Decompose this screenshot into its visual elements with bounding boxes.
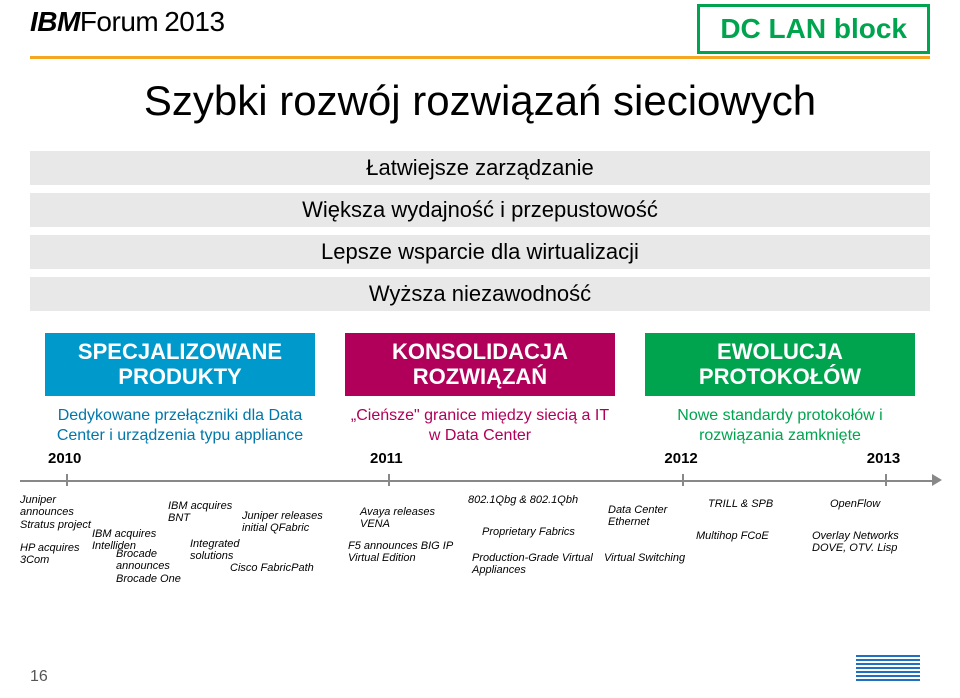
column-head: EWOLUCJA PROTOKOŁÓW — [645, 333, 915, 396]
timeline-event: Proprietary Fabrics — [482, 526, 602, 539]
timeline-tick — [388, 474, 390, 486]
arrowhead-icon — [932, 474, 942, 486]
page-title: Szybki rozwój rozwiązań sieciowych — [0, 77, 960, 125]
ibm-forum-logo: IBMForum2013 — [30, 6, 225, 38]
page-number: 16 — [30, 668, 48, 686]
column-products: SPECJALIZOWANE PRODUKTY Dedykowane przeł… — [45, 333, 315, 446]
ibm-footer-logo — [856, 655, 920, 686]
column-body: Dedykowane przełączniki dla Data Center … — [45, 406, 315, 446]
timeline-event: Multihop FCoE — [696, 530, 796, 543]
timeline-event: 802.1Qbg & 802.1Qbh — [468, 494, 608, 507]
benefit-bars: Łatwiejsze zarządzanie Większa wydajność… — [30, 151, 930, 311]
timeline-tick — [66, 474, 68, 486]
benefit-bar: Wyższa niezawodność — [30, 277, 930, 311]
timeline-event: OpenFlow — [830, 498, 920, 511]
column-head: KONSOLIDACJA ROZWIĄZAŃ — [345, 333, 615, 396]
logo-ibm: IBM — [30, 6, 80, 38]
three-columns: SPECJALIZOWANE PRODUKTY Dedykowane przeł… — [30, 333, 930, 446]
timeline-axis: 2010201120122013 — [20, 470, 940, 490]
column-body: „Cieńsze" granice między siecią a IT w D… — [345, 406, 615, 446]
ibm-logo-icon — [856, 655, 920, 681]
timeline-tick — [682, 474, 684, 486]
timeline-year-label: 2012 — [664, 450, 697, 467]
timeline-event: HP acquires 3Com — [20, 542, 100, 567]
timeline-event: Data Center Ethernet — [608, 504, 698, 529]
benefit-bar: Łatwiejsze zarządzanie — [30, 151, 930, 185]
timeline-event: IBM acquires BNT — [168, 500, 248, 525]
timeline-event: TRILL & SPB — [708, 498, 808, 511]
timeline-year-label: 2013 — [867, 450, 900, 467]
timeline-year-label: 2011 — [370, 450, 403, 467]
column-evolution: EWOLUCJA PROTOKOŁÓW Nowe standardy proto… — [645, 333, 915, 446]
timeline-event: Integrated solutions — [190, 538, 260, 563]
timeline-event: Cisco FabricPath — [230, 562, 340, 575]
column-consolidation: KONSOLIDACJA ROZWIĄZAŃ „Cieńsze" granice… — [345, 333, 615, 446]
timeline: 2010201120122013 Juniper announces Strat… — [20, 470, 940, 600]
timeline-year-label: 2010 — [48, 450, 81, 467]
column-body: Nowe standardy protokołów i rozwiązania … — [645, 406, 915, 446]
timeline-event: Juniper announces Stratus project — [20, 494, 110, 532]
timeline-event: F5 announces BIG IP Virtual Edition — [348, 540, 458, 565]
benefit-bar: Lepsze wsparcie dla wirtualizacji — [30, 235, 930, 269]
timeline-event: Juniper releases initial QFabric — [242, 510, 342, 535]
timeline-event: Avaya releases VENA — [360, 506, 460, 531]
benefit-bar: Większa wydajność i przepustowość — [30, 193, 930, 227]
timeline-event: Production-Grade Virtual Appliances — [472, 552, 602, 577]
header: IBMForum2013 DC LAN block — [0, 0, 960, 54]
header-underline — [30, 56, 930, 59]
dc-lan-badge: DC LAN block — [697, 4, 930, 54]
axis-line — [20, 480, 932, 482]
timeline-event: Overlay Networks DOVE, OTV. Lisp — [812, 530, 932, 555]
logo-forum: Forum — [80, 6, 158, 38]
column-head: SPECJALIZOWANE PRODUKTY — [45, 333, 315, 396]
timeline-event: Virtual Switching — [604, 552, 714, 565]
timeline-events: Juniper announces Stratus project HP acqu… — [20, 490, 940, 600]
logo-year: 2013 — [164, 6, 224, 38]
timeline-tick — [885, 474, 887, 486]
